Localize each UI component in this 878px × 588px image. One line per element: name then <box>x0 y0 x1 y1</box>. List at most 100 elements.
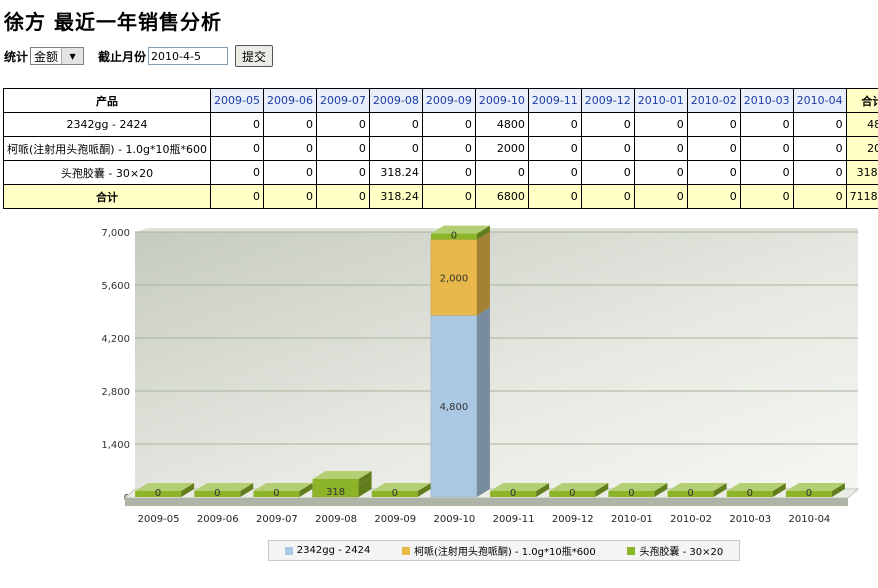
x-tick-label: 2009-05 <box>138 514 180 525</box>
x-tick-label: 2010-03 <box>729 514 771 525</box>
bar-top <box>312 470 372 479</box>
stat-select[interactable]: 金额 ▼ <box>30 47 85 65</box>
total-header: 合计 <box>845 88 878 113</box>
y-tick-label: 5,600 <box>101 281 130 292</box>
table-cell: 0 <box>527 184 582 209</box>
table-cell: 0 <box>633 112 688 137</box>
table-cell: 0 <box>210 112 264 137</box>
product-name: 头孢胶囊 - 30×20 <box>2 160 212 185</box>
table-cell: 0 <box>315 160 370 185</box>
month-label: 截止月份 <box>98 49 147 64</box>
table-cell: 0 <box>580 136 635 161</box>
table-cell: 0 <box>421 136 476 161</box>
table-cell: 0 <box>527 112 582 137</box>
y-tick-label: 7,000 <box>101 228 130 239</box>
data-label: 0 <box>806 488 812 499</box>
chart-floor-edge <box>125 498 848 506</box>
table-cell: 0 <box>739 160 794 185</box>
legend-item: 柯哌(注射用头孢哌酮) - 1.0g*10瓶*600 <box>401 543 596 558</box>
plot-background <box>135 232 858 493</box>
product-name: 柯哌(注射用头孢哌酮) - 1.0g*10瓶*600 <box>2 136 212 161</box>
bar-cap <box>312 478 359 485</box>
bar-cap-side <box>595 483 609 497</box>
x-tick-label: 2010-01 <box>611 514 653 525</box>
table-cell: 0 <box>739 112 794 137</box>
x-tick-label: 2009-12 <box>552 514 594 525</box>
stat-select-value: 金额 <box>34 49 59 64</box>
bar-cap-side <box>240 483 254 497</box>
table-cell: 0 <box>686 160 741 185</box>
data-label: 4,800 <box>440 402 469 413</box>
table-cell: 0 <box>210 184 264 209</box>
month-header: 2009-11 <box>527 88 582 113</box>
data-label: 0 <box>747 488 753 499</box>
legend-swatch <box>284 546 293 555</box>
bar-cap <box>667 491 714 497</box>
table-cell: 0 <box>686 112 741 137</box>
y-tick-label: 2,800 <box>101 387 130 398</box>
filter-bar: 统计 金额 ▼ 截止月份 提交 <box>4 45 274 67</box>
table-cell: 0 <box>368 112 423 137</box>
y-tick-label: 1,400 <box>101 440 130 451</box>
bar-cap-side <box>536 483 550 497</box>
table-cell: 0 <box>474 160 529 185</box>
row-total: 4800 <box>845 112 878 137</box>
data-label: 2,000 <box>440 273 469 284</box>
bar-top <box>490 483 550 491</box>
bar-cap <box>253 491 300 497</box>
table-cell: 0 <box>421 160 476 185</box>
table-cell: 0 <box>580 112 635 137</box>
table-cell: 0 <box>580 160 635 185</box>
table-cell: 0 <box>633 184 688 209</box>
bar-cap-side <box>417 483 431 497</box>
table-row: 柯哌(注射用头孢哌酮) - 1.0g*10瓶*600 0 0 0 0 0 2000 0 0 0 0 0… <box>2 136 878 161</box>
row-total: 2000 <box>845 136 878 161</box>
month-input[interactable] <box>148 47 229 65</box>
bar-top <box>608 483 668 491</box>
month-header: 2009-08 <box>368 88 423 113</box>
stat-label: 统计 <box>4 49 29 64</box>
bar-cap <box>194 491 241 497</box>
legend-swatch <box>627 546 636 555</box>
bar-top <box>726 483 786 491</box>
table-cell: 0 <box>792 160 847 185</box>
x-tick-label: 2009-11 <box>493 514 535 525</box>
table-cell: 2000 <box>474 136 529 161</box>
chart-legend: 2342gg - 2424 柯哌(注射用头孢哌酮) - 1.0g*10瓶*600 头… <box>268 540 740 561</box>
bar-cap <box>430 233 477 240</box>
month-header: 2009-05 <box>210 88 264 113</box>
bar-top <box>667 483 727 491</box>
product-name: 合计 <box>2 184 212 209</box>
table-cell: 0 <box>262 112 317 137</box>
table-cell: 0 <box>262 160 317 185</box>
table-cell: 0 <box>262 184 317 209</box>
table-cell: 4800 <box>474 112 529 137</box>
bar-side <box>476 307 490 497</box>
bar-side <box>358 476 372 497</box>
data-label: 0 <box>569 488 575 499</box>
month-header: 2009-07 <box>315 88 370 113</box>
table-cell: 0 <box>315 136 370 161</box>
month-header: 2010-02 <box>686 88 741 113</box>
legend-label: 头孢胶囊 - 30×20 <box>639 547 724 558</box>
x-tick-label: 2010-04 <box>789 514 831 525</box>
data-label: 0 <box>687 488 693 499</box>
table-cell: 318.24 <box>368 184 423 209</box>
submit-button[interactable]: 提交 <box>235 45 274 67</box>
x-tick-label: 2009-07 <box>256 514 298 525</box>
bar-cap <box>490 491 537 497</box>
bar-top <box>194 483 254 491</box>
bar-cap-side <box>713 483 727 497</box>
legend-label: 2342gg - 2424 <box>296 545 371 556</box>
bar-top <box>135 483 195 491</box>
bar-cap <box>785 491 832 497</box>
row-total: 318.24 <box>845 160 878 185</box>
bar-top <box>785 483 845 491</box>
table-cell: 0 <box>580 184 635 209</box>
chevron-down-icon[interactable]: ▼ <box>61 48 84 64</box>
bar-cap-side <box>654 483 668 497</box>
data-label: 0 <box>451 231 457 242</box>
table-cell: 0 <box>527 136 582 161</box>
bar-segment <box>430 239 478 316</box>
